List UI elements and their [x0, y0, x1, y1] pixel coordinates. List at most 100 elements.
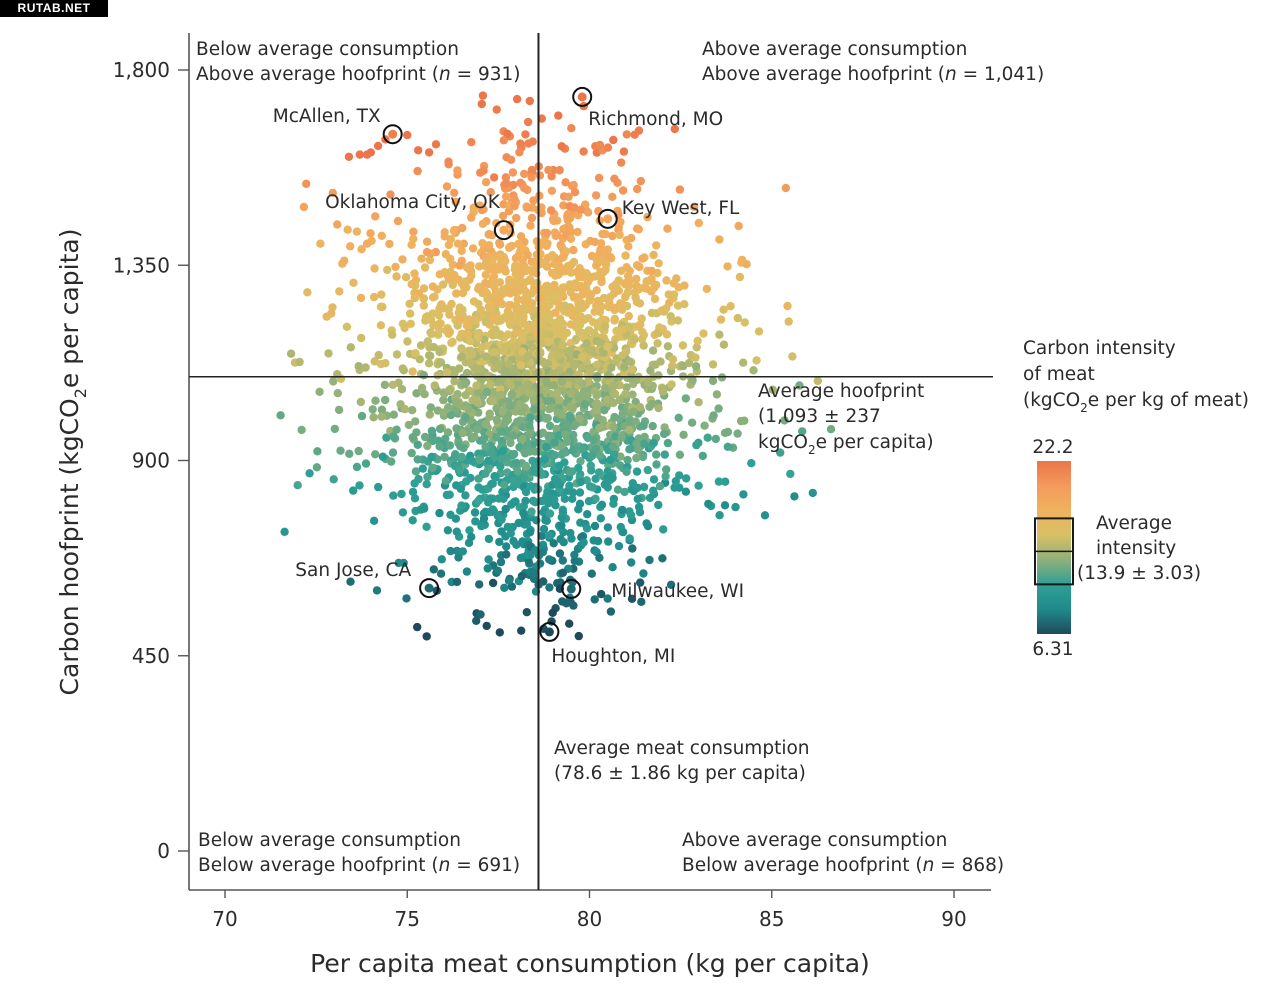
data-point	[569, 245, 578, 255]
data-point	[428, 282, 438, 291]
data-point	[614, 541, 624, 551]
data-point	[627, 594, 637, 603]
data-point	[647, 287, 656, 296]
data-point	[437, 555, 446, 564]
data-point	[470, 432, 479, 442]
data-point	[545, 583, 554, 592]
data-point	[639, 482, 649, 492]
data-point	[594, 270, 604, 280]
quadrant-bottom-right-line1: Above average consumption	[682, 830, 947, 851]
data-point	[450, 188, 459, 197]
data-point	[498, 407, 507, 416]
colorbar-average-label-line3: (13.9 ± 3.03)	[1077, 563, 1201, 584]
data-point	[547, 489, 557, 498]
data-point	[511, 254, 521, 263]
data-point	[422, 237, 432, 246]
data-point	[620, 487, 629, 497]
quadrant-top-left-line2: Above average hoofprint (n = 931)	[196, 64, 521, 85]
data-point	[636, 320, 645, 329]
data-point	[477, 343, 487, 352]
data-point	[593, 536, 603, 546]
data-point	[671, 477, 680, 486]
data-point	[420, 504, 429, 513]
data-point	[639, 341, 648, 350]
data-point	[391, 262, 400, 272]
data-point	[481, 442, 490, 451]
data-point	[652, 460, 661, 469]
data-point	[672, 274, 681, 283]
data-point	[472, 616, 481, 625]
data-point	[687, 418, 697, 427]
data-point	[638, 254, 647, 263]
data-point	[559, 201, 568, 210]
data-point	[521, 496, 530, 506]
data-point	[587, 569, 596, 578]
data-point	[545, 330, 554, 339]
data-point	[569, 257, 579, 267]
data-point	[413, 440, 422, 449]
highlighted-point	[566, 584, 576, 594]
data-point	[527, 507, 536, 516]
data-point	[461, 390, 470, 400]
data-point	[371, 396, 380, 405]
data-point	[592, 391, 601, 400]
data-point	[377, 405, 387, 414]
data-point	[624, 322, 634, 331]
data-point	[808, 488, 817, 498]
data-point	[564, 209, 573, 219]
data-point	[510, 201, 519, 211]
data-point	[427, 426, 437, 436]
data-point	[739, 490, 748, 499]
data-point	[557, 410, 567, 419]
data-point	[489, 173, 499, 182]
data-point	[650, 294, 660, 304]
city-label: Oklahoma City, OK	[325, 192, 501, 213]
data-point	[594, 173, 604, 183]
data-point	[553, 477, 562, 487]
data-point	[481, 352, 491, 361]
data-point	[458, 305, 467, 315]
data-point	[468, 244, 478, 253]
data-point	[760, 511, 770, 520]
data-point	[586, 236, 595, 246]
data-point	[628, 390, 637, 399]
data-point	[370, 357, 379, 366]
data-point	[315, 387, 324, 396]
data-point	[673, 316, 683, 325]
data-point	[440, 452, 449, 462]
data-point	[329, 475, 338, 484]
data-point	[569, 180, 578, 190]
data-point	[601, 229, 610, 239]
data-point	[512, 328, 521, 337]
data-point	[516, 232, 526, 241]
data-point	[617, 266, 626, 275]
data-point	[663, 342, 673, 351]
data-point	[445, 490, 454, 499]
data-point	[627, 365, 636, 374]
avg-consumption-label-line2: (78.6 ± 1.86 kg per capita)	[554, 763, 806, 784]
data-point	[486, 188, 495, 197]
data-point	[561, 178, 570, 187]
data-point	[548, 251, 557, 260]
data-point	[305, 469, 314, 478]
data-point	[483, 294, 492, 304]
data-point	[680, 281, 689, 290]
data-point	[436, 569, 446, 578]
data-point	[747, 459, 756, 468]
data-point	[776, 448, 785, 457]
watermark: RUTAB.NET	[0, 0, 108, 17]
data-point	[436, 358, 446, 367]
data-point	[565, 223, 574, 232]
data-point	[522, 519, 532, 529]
data-point	[386, 190, 395, 199]
data-point	[522, 202, 531, 211]
data-point	[529, 196, 538, 205]
data-point	[422, 480, 431, 489]
data-point	[559, 252, 568, 262]
data-point	[472, 425, 482, 434]
data-point	[376, 302, 386, 311]
data-point	[362, 239, 372, 248]
data-point	[495, 628, 504, 637]
data-point	[542, 241, 551, 251]
data-point	[464, 330, 473, 339]
